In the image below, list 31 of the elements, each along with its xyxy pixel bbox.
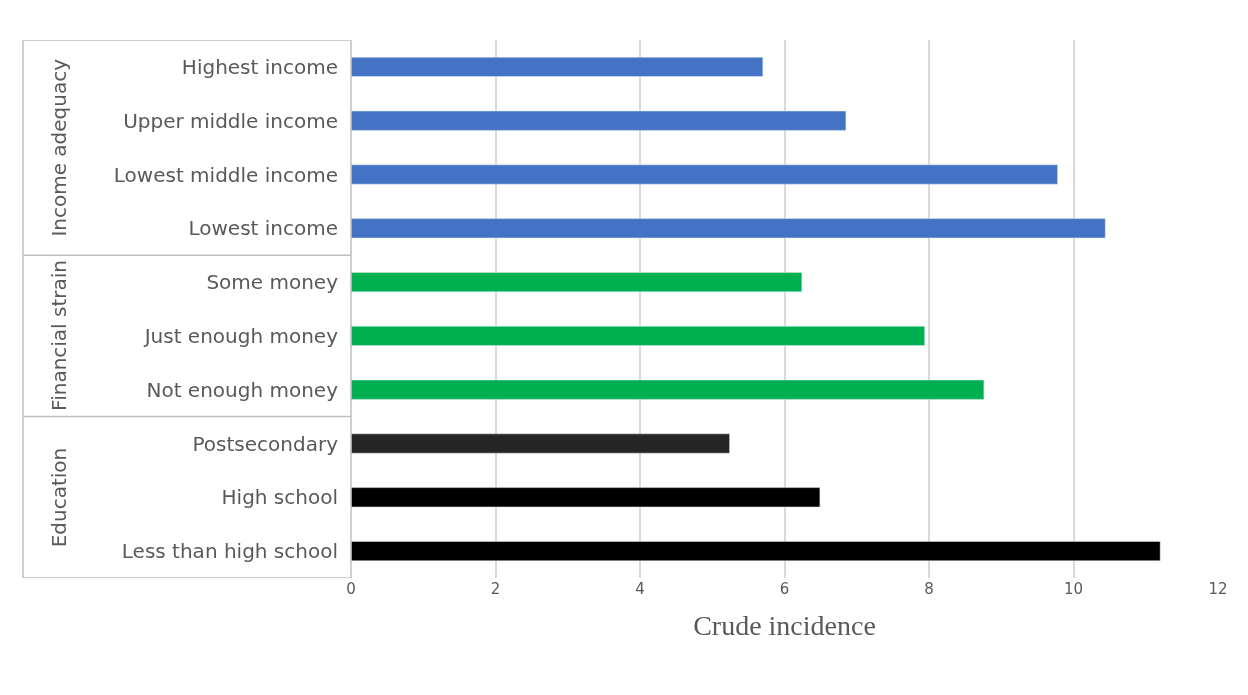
x-tick-label: 4 xyxy=(635,580,645,598)
bar xyxy=(351,379,985,400)
bar xyxy=(351,218,1106,239)
text: Education xyxy=(46,447,71,548)
y-tick-label: High school xyxy=(221,485,338,510)
bar xyxy=(351,541,1161,562)
bar xyxy=(351,110,847,131)
x-tick-label: 2 xyxy=(490,580,501,598)
bar xyxy=(351,487,821,508)
y-tick-label: Postsecondary xyxy=(192,431,339,456)
x-tick-label: 6 xyxy=(779,580,790,598)
x-tick-label: 0 xyxy=(346,580,356,598)
bar xyxy=(351,272,803,293)
text: Income adequacy xyxy=(47,58,72,237)
x-tick-label: 12 xyxy=(1208,580,1228,598)
x-axis-title: Crude incidence xyxy=(693,610,876,642)
bar xyxy=(351,433,730,454)
bar xyxy=(351,325,925,346)
y-tick-label: Less than high school xyxy=(121,539,338,564)
y-tick-label: Highest income xyxy=(181,54,338,79)
y-tick-label: Some money xyxy=(206,270,339,295)
y-tick-label: Lowest middle income xyxy=(113,162,338,187)
y-tick-label: Lowest income xyxy=(188,216,338,241)
y-tick-label: Just enough money xyxy=(142,323,339,348)
y-tick-label: Not enough money xyxy=(146,377,339,402)
x-tick-label: 10 xyxy=(1063,580,1084,598)
y-tick-label: Upper middle income xyxy=(123,108,338,133)
bar xyxy=(351,56,764,77)
x-tick-label: 8 xyxy=(924,580,934,598)
text: Financial strain xyxy=(47,259,72,411)
bar xyxy=(351,164,1058,185)
